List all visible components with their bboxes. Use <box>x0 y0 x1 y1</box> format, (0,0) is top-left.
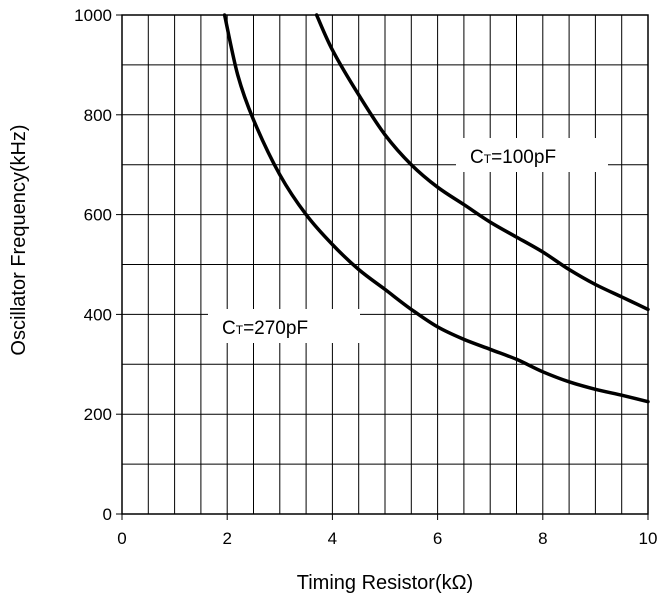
x-tick-label: 6 <box>433 529 442 548</box>
y-tick-label: 400 <box>84 305 112 324</box>
x-tick-label: 4 <box>328 529 337 548</box>
y-axis-title: Oscillator Frequency(kHz) <box>8 124 30 355</box>
series-group <box>222 13 650 404</box>
curve-label-ct-270pf: CT=270pF <box>222 318 308 339</box>
y-tick-label: 800 <box>84 106 112 125</box>
curve-label-ct-100pf: CT=100pF <box>470 147 556 168</box>
x-tick-label: 10 <box>639 529 658 548</box>
y-tick-label: 1000 <box>74 6 112 25</box>
curve-labels: CT=100pF CT=270pF <box>208 138 608 343</box>
series-line-ct-270pf <box>222 13 650 404</box>
y-tick-label: 600 <box>84 206 112 225</box>
x-tick-label: 0 <box>117 529 126 548</box>
grid <box>122 15 648 514</box>
y-tick-label: 200 <box>84 405 112 424</box>
plot-border <box>121 14 649 515</box>
curve-label-box <box>208 309 360 343</box>
x-axis-title: Timing Resistor(kΩ) <box>297 572 473 594</box>
x-tick-label: 8 <box>538 529 547 548</box>
series-line-ct-100pf <box>314 13 650 312</box>
curve-label-box <box>456 138 608 172</box>
y-tick-label: 0 <box>103 505 112 524</box>
x-tick-label: 2 <box>222 529 231 548</box>
tick-labels: 0 2 4 6 8 10 0 200 400 600 800 1000 <box>74 6 657 548</box>
plot-frame <box>121 14 649 515</box>
